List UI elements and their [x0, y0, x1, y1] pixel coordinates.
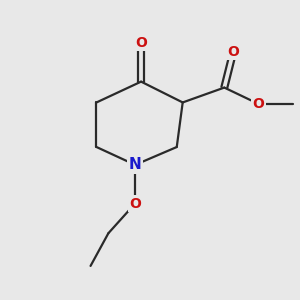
Text: O: O [129, 196, 141, 211]
Text: O: O [253, 97, 264, 111]
Text: O: O [227, 45, 239, 59]
Text: O: O [135, 36, 147, 50]
Text: N: N [129, 158, 142, 172]
